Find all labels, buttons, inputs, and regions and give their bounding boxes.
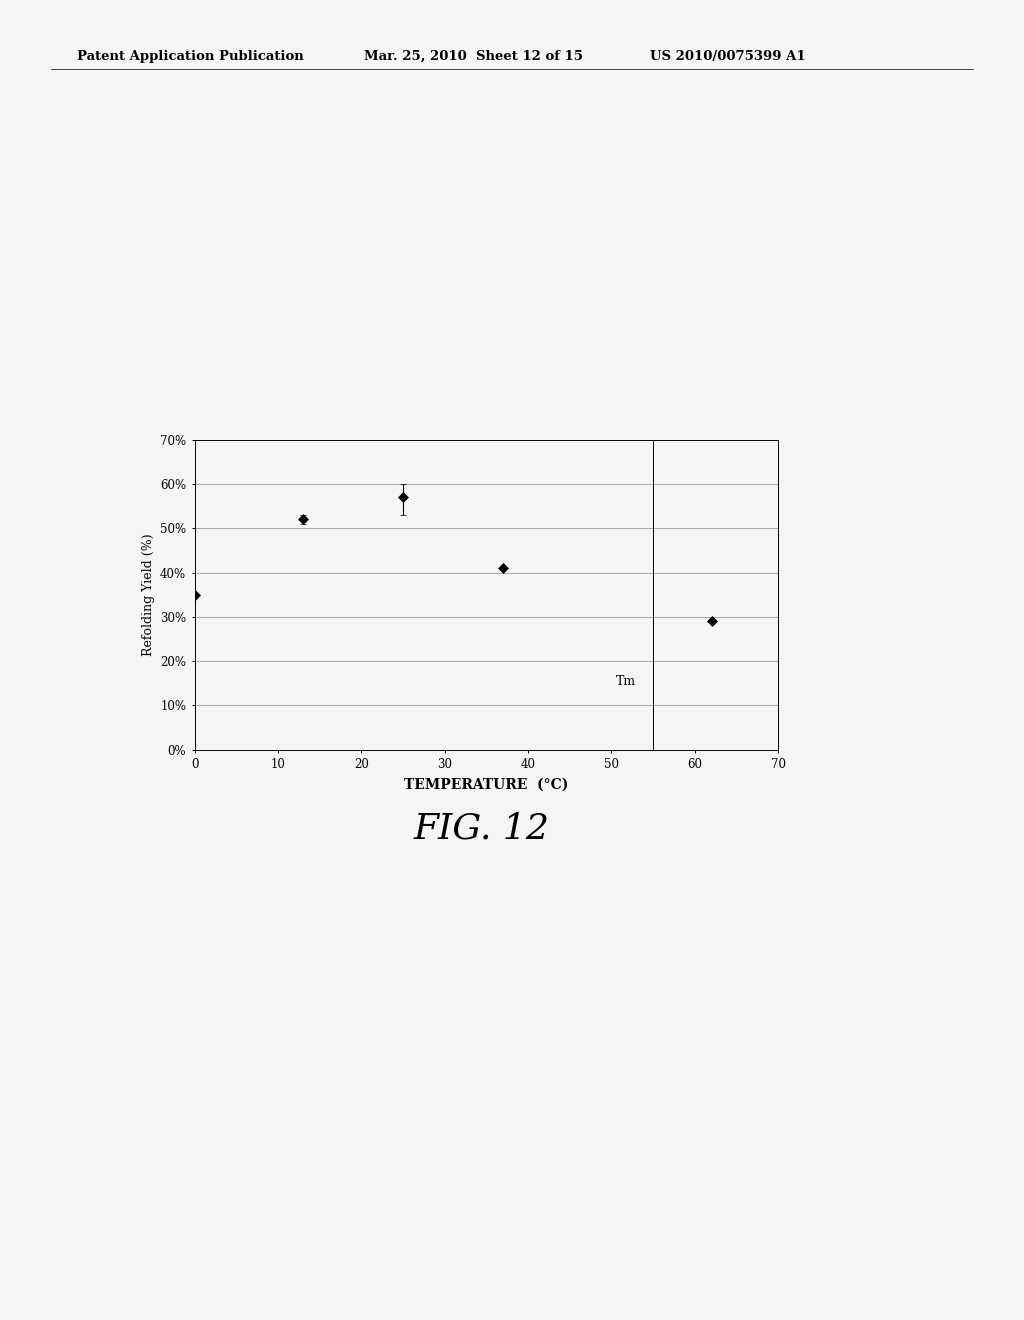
Text: Mar. 25, 2010  Sheet 12 of 15: Mar. 25, 2010 Sheet 12 of 15 <box>364 50 583 63</box>
X-axis label: TEMPERATURE  (°C): TEMPERATURE (°C) <box>404 777 568 792</box>
Text: FIG. 12: FIG. 12 <box>414 812 549 846</box>
Text: Patent Application Publication: Patent Application Publication <box>77 50 303 63</box>
Y-axis label: Refolding Yield (%): Refolding Yield (%) <box>141 533 155 656</box>
Text: Tm: Tm <box>616 675 637 688</box>
Text: US 2010/0075399 A1: US 2010/0075399 A1 <box>650 50 806 63</box>
